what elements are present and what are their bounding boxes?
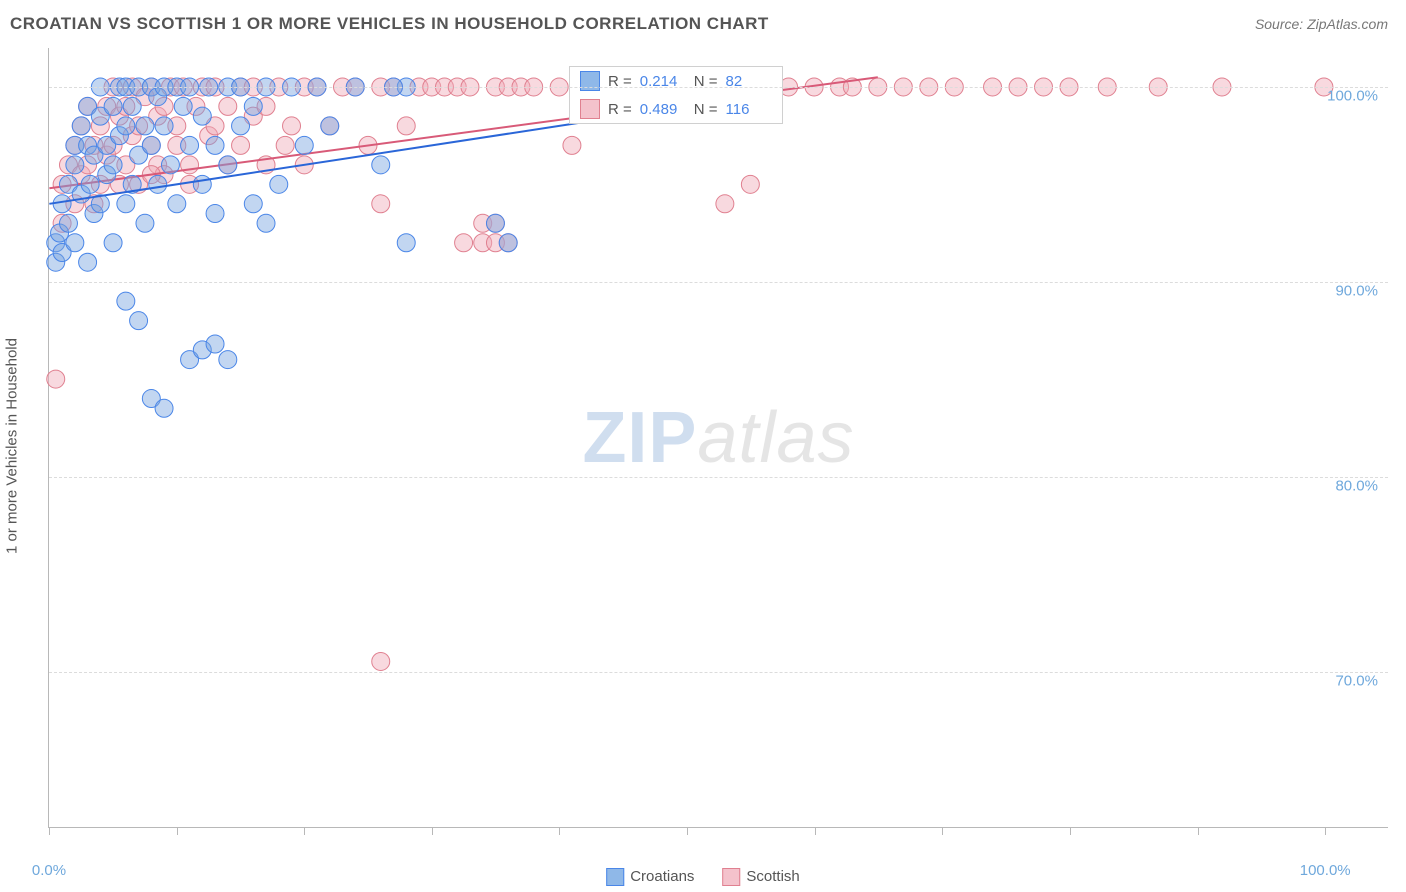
stats-r-value: 0.489 [640, 101, 686, 118]
y-tick-label: 100.0% [1327, 70, 1378, 105]
chart-svg [49, 48, 1388, 827]
croatians-point [372, 156, 390, 174]
croatians-point [104, 234, 122, 252]
stats-row: R = 0.214N = 82 [570, 67, 782, 95]
scottish-point [232, 136, 250, 154]
stats-legend-box: R = 0.214N = 82 R = 0.489 N = 116 [569, 66, 783, 124]
croatians-point [104, 97, 122, 115]
stats-swatch [580, 99, 600, 119]
croatians-point [66, 234, 84, 252]
croatians-point [206, 205, 224, 223]
x-tick-mark [304, 827, 305, 835]
x-tick-mark [49, 827, 50, 835]
plot-area: ZIPatlas R = 0.214N = 82R = 0.489N = 116… [48, 48, 1388, 828]
scottish-point [283, 117, 301, 135]
y-tick-label: 80.0% [1335, 460, 1378, 495]
croatians-point [193, 175, 211, 193]
x-tick-mark [1198, 827, 1199, 835]
croatians-point [397, 234, 415, 252]
croatians-point [295, 136, 313, 154]
x-tick-mark [815, 827, 816, 835]
grid-line-h [49, 672, 1388, 673]
croatians-point [149, 175, 167, 193]
scottish-point [219, 97, 237, 115]
scottish-point [716, 195, 734, 213]
grid-line-h [49, 87, 1388, 88]
x-tick-mark [942, 827, 943, 835]
croatians-point [232, 117, 250, 135]
legend-swatch [606, 868, 624, 886]
legend-label: Scottish [746, 868, 799, 885]
croatians-point [130, 312, 148, 330]
croatians-point [104, 156, 122, 174]
x-tick-mark [1070, 827, 1071, 835]
croatians-point [117, 117, 135, 135]
legend-label: Croatians [630, 868, 694, 885]
grid-line-h [49, 477, 1388, 478]
scottish-point [455, 234, 473, 252]
legend-swatch [722, 868, 740, 886]
x-tick-label: 0.0% [32, 862, 66, 879]
croatians-point [123, 97, 141, 115]
croatians-point [219, 351, 237, 369]
scottish-point [563, 136, 581, 154]
croatians-point [244, 195, 262, 213]
x-tick-label: 100.0% [1300, 862, 1351, 879]
croatians-point [81, 175, 99, 193]
source-attribution: Source: ZipAtlas.com [1255, 16, 1388, 32]
grid-line-h [49, 282, 1388, 283]
croatians-point [168, 195, 186, 213]
croatians-point [219, 156, 237, 174]
scottish-point [372, 195, 390, 213]
croatians-point [499, 234, 517, 252]
x-tick-mark [687, 827, 688, 835]
croatians-point [193, 107, 211, 125]
croatians-point [155, 399, 173, 417]
scottish-point [276, 136, 294, 154]
scottish-point [397, 117, 415, 135]
croatians-point [321, 117, 339, 135]
croatians-point [79, 253, 97, 271]
scottish-point [372, 652, 390, 670]
x-tick-mark [177, 827, 178, 835]
croatians-point [161, 156, 179, 174]
croatians-point [117, 195, 135, 213]
croatians-point [244, 97, 262, 115]
x-tick-mark [1325, 827, 1326, 835]
croatians-point [206, 136, 224, 154]
croatians-point [174, 97, 192, 115]
stats-r-label: R = [608, 101, 632, 118]
source-label: Source: [1255, 16, 1307, 32]
x-tick-mark [559, 827, 560, 835]
source-name: ZipAtlas.com [1307, 16, 1388, 32]
croatians-point [142, 136, 160, 154]
x-tick-mark [432, 827, 433, 835]
stats-swatch [580, 71, 600, 91]
stats-row: R = 0.489 N = 116 [570, 95, 782, 123]
croatians-point [66, 156, 84, 174]
croatians-point [270, 175, 288, 193]
legend-item: Scottish [722, 868, 799, 886]
croatians-point [206, 335, 224, 353]
croatians-point [181, 136, 199, 154]
y-tick-label: 90.0% [1335, 265, 1378, 300]
croatians-point [59, 214, 77, 232]
y-tick-label: 70.0% [1335, 655, 1378, 690]
scottish-point [741, 175, 759, 193]
stats-n-value: 116 [726, 101, 772, 118]
legend-bottom: Croatians Scottish [606, 868, 800, 886]
legend-item: Croatians [606, 868, 694, 886]
croatians-point [136, 117, 154, 135]
croatians-point [72, 117, 90, 135]
croatians-point [257, 214, 275, 232]
croatians-point [155, 117, 173, 135]
croatians-point [136, 214, 154, 232]
chart-title: CROATIAN VS SCOTTISH 1 OR MORE VEHICLES … [10, 14, 769, 34]
scottish-point [47, 370, 65, 388]
croatians-point [117, 292, 135, 310]
stats-n-label: N = [694, 101, 718, 118]
croatians-point [486, 214, 504, 232]
y-axis-label: 1 or more Vehicles in Household [4, 338, 21, 554]
